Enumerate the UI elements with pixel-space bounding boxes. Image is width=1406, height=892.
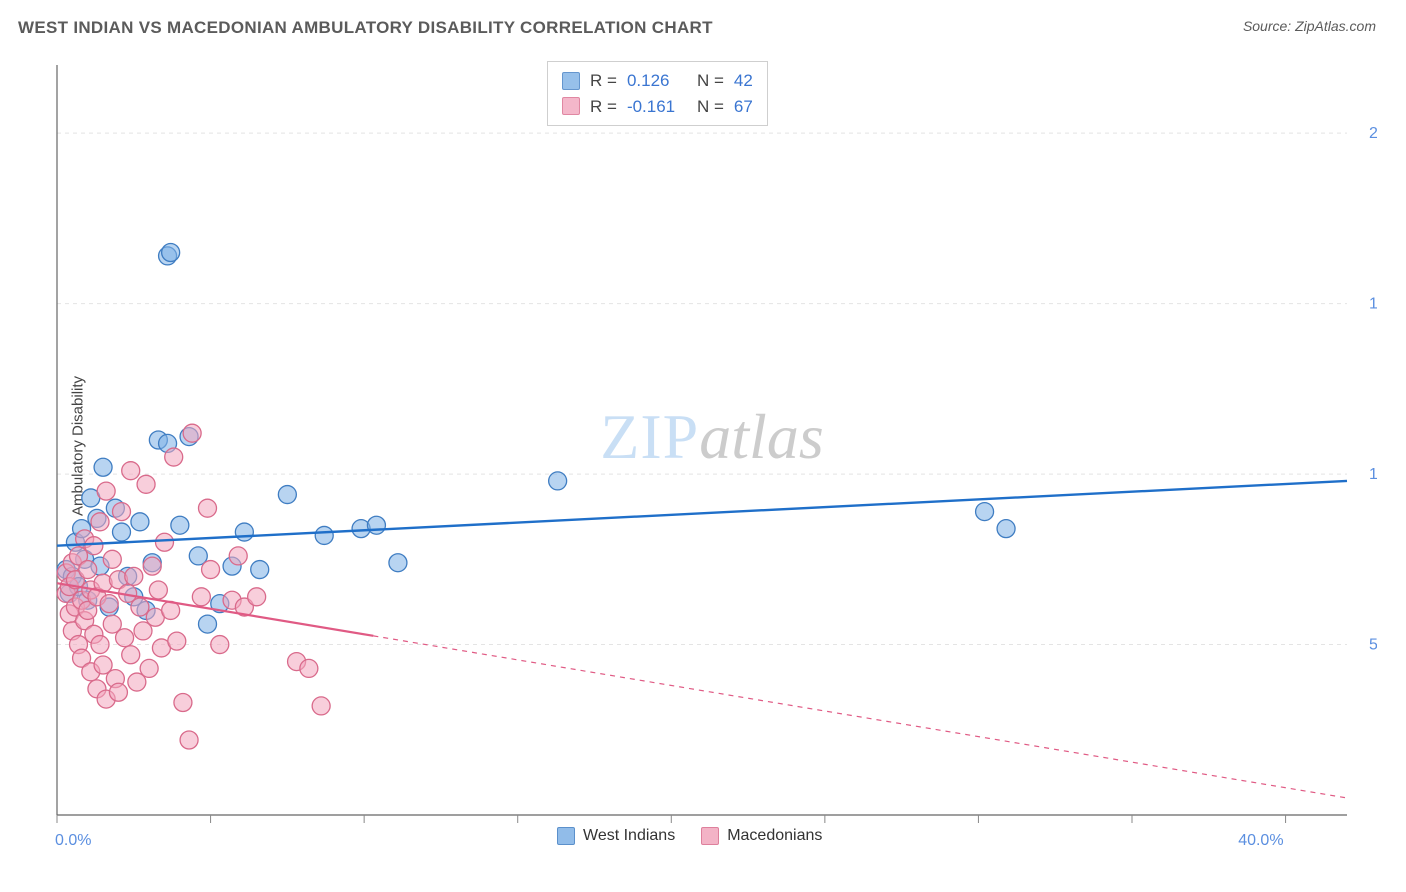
data-point — [91, 513, 109, 531]
data-point — [100, 595, 118, 613]
data-point — [122, 646, 140, 664]
legend-swatch — [701, 827, 719, 845]
source-attribution: Source: ZipAtlas.com — [1243, 18, 1376, 34]
data-point — [94, 458, 112, 476]
data-point — [116, 629, 134, 647]
n-label: N = — [697, 68, 724, 94]
data-point — [300, 659, 318, 677]
data-point — [235, 523, 253, 541]
stats-row: R = -0.161 N = 67 — [562, 94, 753, 120]
page-title: WEST INDIAN VS MACEDONIAN AMBULATORY DIS… — [18, 18, 713, 38]
data-point — [165, 448, 183, 466]
data-point — [202, 561, 220, 579]
r-label: R = — [590, 94, 617, 120]
data-point — [312, 697, 330, 715]
data-point — [389, 554, 407, 572]
data-point — [211, 636, 229, 654]
data-point — [156, 533, 174, 551]
data-point — [229, 547, 247, 565]
data-point — [103, 550, 121, 568]
stats-row: R = 0.126 N = 42 — [562, 68, 753, 94]
x-tick-label: 40.0% — [1238, 832, 1283, 849]
r-value: 0.126 — [627, 68, 687, 94]
data-point — [131, 598, 149, 616]
stats-box: R = 0.126 N = 42 R = -0.161 N = 67 — [547, 61, 768, 126]
y-tick-label: 5.0% — [1369, 637, 1377, 654]
n-value: 67 — [734, 94, 753, 120]
data-point — [183, 424, 201, 442]
trend-line-extrapolated — [373, 636, 1347, 798]
data-point — [997, 520, 1015, 538]
data-point — [79, 561, 97, 579]
legend-swatch — [562, 72, 580, 90]
data-point — [140, 659, 158, 677]
data-point — [143, 557, 161, 575]
legend-swatch — [557, 827, 575, 845]
r-value: -0.161 — [627, 94, 687, 120]
legend-item: Macedonians — [701, 827, 822, 845]
n-label: N = — [697, 94, 724, 120]
data-point — [137, 475, 155, 493]
source-name: ZipAtlas.com — [1295, 18, 1376, 34]
data-point — [113, 503, 131, 521]
y-tick-label: 10.0% — [1369, 466, 1377, 483]
data-point — [171, 516, 189, 534]
data-point — [168, 632, 186, 650]
data-point — [549, 472, 567, 490]
y-tick-label: 15.0% — [1369, 296, 1377, 313]
chart-svg: 5.0% 10.0% 15.0% 20.0% 0.0% 40.0% — [47, 55, 1377, 850]
x-tick-label: 0.0% — [55, 832, 91, 849]
legend-label: West Indians — [583, 827, 675, 845]
data-point — [199, 499, 217, 517]
r-label: R = — [590, 68, 617, 94]
n-value: 42 — [734, 68, 753, 94]
source-prefix: Source: — [1243, 18, 1295, 34]
data-point — [251, 561, 269, 579]
data-point — [113, 523, 131, 541]
data-point — [91, 636, 109, 654]
trend-line — [57, 481, 1347, 546]
data-point — [85, 537, 103, 555]
data-point — [162, 244, 180, 262]
data-point — [122, 462, 140, 480]
data-point — [192, 588, 210, 606]
data-point — [367, 516, 385, 534]
data-point — [97, 482, 115, 500]
data-point — [180, 731, 198, 749]
data-point — [248, 588, 266, 606]
legend-swatch — [562, 97, 580, 115]
scatter-chart: 5.0%10.0%15.0%20.0%0.0%40.0% ZIPatlas R … — [47, 55, 1377, 850]
data-point — [131, 513, 149, 531]
data-point — [109, 683, 127, 701]
data-point — [976, 503, 994, 521]
data-point — [174, 694, 192, 712]
legend-item: West Indians — [557, 827, 675, 845]
bottom-legend: West Indians Macedonians — [557, 827, 822, 845]
data-point — [125, 567, 143, 585]
data-point — [278, 486, 296, 504]
data-point — [315, 526, 333, 544]
data-point — [149, 581, 167, 599]
legend-label: Macedonians — [727, 827, 822, 845]
data-point — [199, 615, 217, 633]
y-tick-label: 20.0% — [1369, 125, 1377, 142]
